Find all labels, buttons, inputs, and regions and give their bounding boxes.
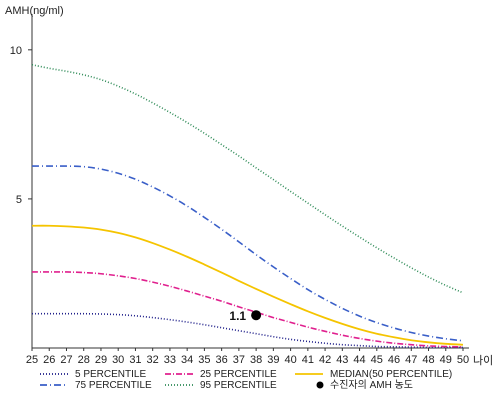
series-line-95-percentile xyxy=(31,63,464,294)
x-tick-label: 29 xyxy=(95,354,107,366)
x-tick-label: 33 xyxy=(164,354,176,366)
legend: 5 PERCENTILE 25 PERCENTILE MEDIAN(50 PERCE… xyxy=(40,369,452,391)
x-tick-label: 25 xyxy=(26,354,38,366)
x-tick-label: 39 xyxy=(267,354,279,366)
y-tick-label: 10 xyxy=(10,45,22,57)
legend-item-amh: 수진자의 AMH 농도 xyxy=(316,379,413,391)
x-tick-label: 34 xyxy=(181,354,193,366)
patient-amh-marker xyxy=(251,310,262,321)
series-lines xyxy=(31,63,464,349)
x-tick-label: 40 xyxy=(284,354,296,366)
x-tick-label: 49 xyxy=(440,354,452,366)
series-line-75-percentile xyxy=(32,165,464,342)
legend-item-75-percentile: 75 PERCENTILE xyxy=(40,380,152,391)
x-tick-label: 32 xyxy=(147,354,159,366)
legend-item-5-percentile: 5 PERCENTILE xyxy=(40,369,146,380)
legend-item-95-percentile: 95 PERCENTILE xyxy=(165,380,277,391)
x-tick-label: 43 xyxy=(336,354,348,366)
x-ticks: 25 26 27 28 29 30 31 32 33 34 35 36 37 38 39 40 41 42 43 44… xyxy=(26,348,469,366)
x-tick-label: 28 xyxy=(78,354,90,366)
x-tick-label: 47 xyxy=(405,354,417,366)
legend-item-25-percentile: 25 PERCENTILE xyxy=(165,369,277,380)
x-tick-label: 38 xyxy=(250,354,262,366)
legend-item-median-50-percentile: MEDIAN(50 PERCENTILE) xyxy=(295,369,452,380)
x-tick-label: 46 xyxy=(388,354,400,366)
x-tick-label: 45 xyxy=(371,354,383,366)
series-line-5-percentile xyxy=(32,312,463,349)
patient-amh-value-label: 1.1 xyxy=(229,309,246,323)
legend-marker-swatch xyxy=(316,381,324,389)
y-tick-label: 5 xyxy=(16,194,22,206)
y-ticks: 5 10 xyxy=(10,45,32,206)
legend-label: 5 PERCENTILE xyxy=(75,369,146,380)
marker-layer: 1.1 xyxy=(229,309,262,323)
x-tick-label: 41 xyxy=(302,354,314,366)
legend-label: 95 PERCENTILE xyxy=(200,380,277,391)
x-tick-label: 36 xyxy=(216,354,228,366)
y-axis-title: AMH(ng/ml) xyxy=(5,5,64,17)
x-tick-label: 30 xyxy=(112,354,124,366)
series-line-25-percentile xyxy=(32,271,464,348)
x-tick-label: 42 xyxy=(319,354,331,366)
legend-label: MEDIAN(50 PERCENTILE) xyxy=(330,369,452,380)
x-tick-label: 44 xyxy=(353,354,365,366)
x-tick-label: 31 xyxy=(129,354,141,366)
legend-label: 75 PERCENTILE xyxy=(75,380,152,391)
axes: AMH(ng/ml) 나이 5 10 25 26 27 28 29 30 31 32 33 34 35… xyxy=(5,5,493,367)
x-tick-label: 50 xyxy=(457,354,469,366)
series-line-median-50-percentile xyxy=(31,224,464,346)
x-tick-label: 37 xyxy=(233,354,245,366)
legend-label: 25 PERCENTILE xyxy=(200,369,277,380)
x-tick-label: 48 xyxy=(422,354,434,366)
x-tick-label: 27 xyxy=(60,354,72,366)
legend-label: 수진자의 AMH 농도 xyxy=(330,379,413,391)
x-tick-label: 26 xyxy=(43,354,55,366)
x-axis-title: 나이 xyxy=(473,354,493,367)
x-tick-label: 35 xyxy=(198,354,210,366)
